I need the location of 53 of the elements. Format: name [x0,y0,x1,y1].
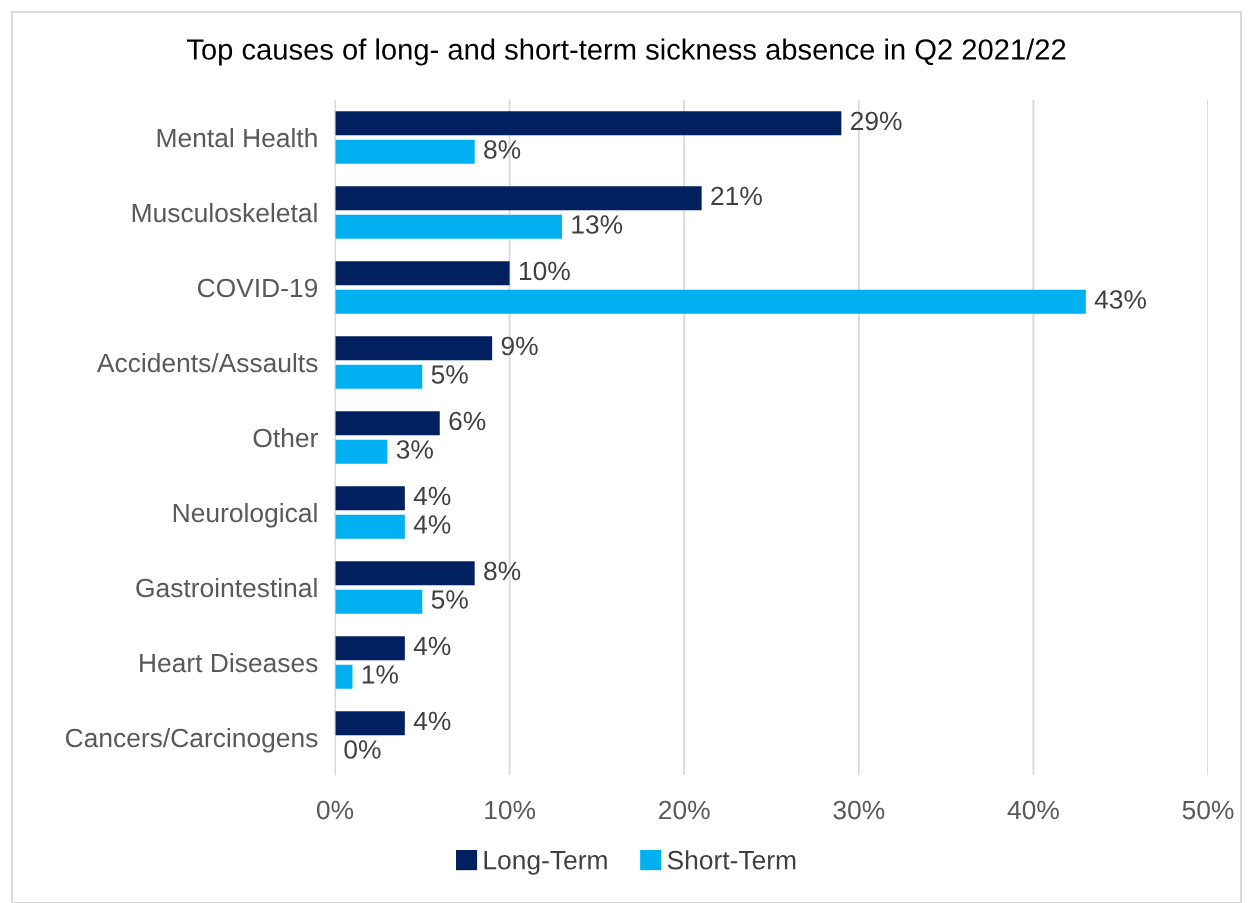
data-label: 4% [413,711,451,731]
data-label: 13% [572,215,623,234]
bar [335,711,405,736]
data-label: 9% [501,336,538,356]
bar [335,261,510,286]
chart-title: Top causes of long- and short-term sickness absence in Q2 2021/22 [187,38,1066,66]
bar [335,411,440,436]
x-tick-label: 0% [316,800,354,820]
legend-label: Long-Term [484,851,607,875]
y-tick-label: COVID-19 [197,278,318,298]
data-label: 8% [484,140,521,159]
bar [335,289,1086,314]
bar [335,186,702,211]
x-tick-label: 50% [1182,800,1234,820]
bar [335,364,423,389]
bar [335,439,388,464]
data-label: 6% [449,411,486,431]
bar [335,486,405,511]
bar [335,214,562,239]
data-label: 3% [396,440,433,459]
bar [335,561,475,586]
data-label: 21% [711,186,762,206]
data-label: 4% [413,515,451,534]
data-label: 43% [1094,290,1146,309]
bar [335,139,475,164]
x-tick-label: 40% [1007,800,1059,820]
y-tick-label: Mental Health [157,127,317,148]
data-label: 29% [851,111,902,131]
data-label: 1% [362,665,398,684]
x-tick-label: 30% [833,800,885,820]
data-label: 10% [519,261,570,281]
bar [335,664,353,689]
bar [335,514,405,539]
y-tick-label: Neurological [173,502,317,528]
legend-label: Short-Term [667,850,796,870]
bar [335,111,842,136]
data-label: 4% [413,636,451,656]
bar [335,636,405,661]
data-label: 8% [484,561,521,581]
y-tick-label: Cancers/Carcinogens [65,727,318,753]
bar [335,589,423,614]
x-tick-label: 10% [485,800,536,820]
x-tick-label: 20% [659,800,710,820]
y-tick-label: Other [253,427,318,448]
data-label: 5% [431,590,468,609]
bar [335,336,493,361]
y-tick-label: Gastrointestinal [136,577,317,598]
y-tick-label: Musculoskeletal [132,202,317,223]
data-label: 5% [431,365,468,384]
y-tick-label: Accidents/Assaults [96,352,318,373]
y-tick-label: Heart Diseases [140,652,318,673]
data-label: 0% [344,740,381,759]
data-label: 4% [413,486,451,506]
